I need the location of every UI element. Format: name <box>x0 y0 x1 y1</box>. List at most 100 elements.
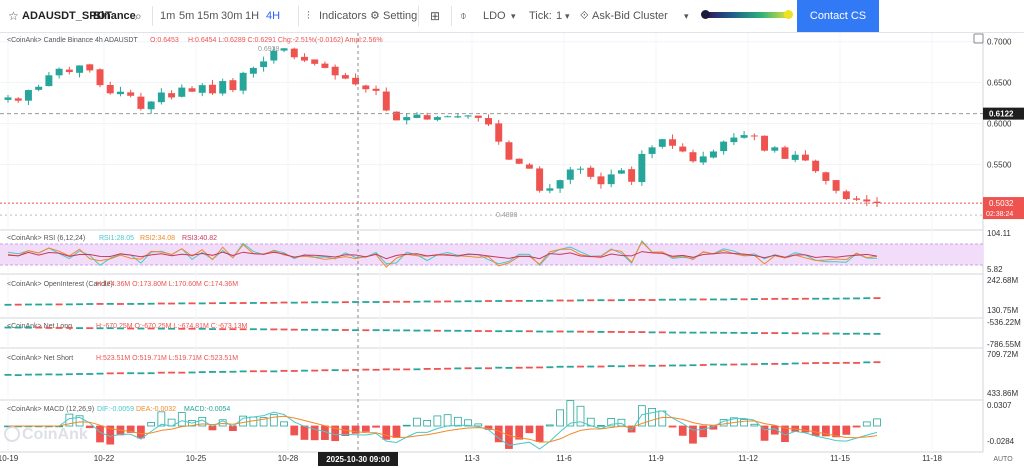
candle-body <box>709 151 717 158</box>
open-interest-bar <box>239 302 247 304</box>
net-short-bar <box>801 362 809 365</box>
net-short-bar <box>96 372 104 375</box>
interval-4h[interactable]: 4H <box>266 10 281 22</box>
macd-histogram-bar <box>556 409 564 427</box>
star-icon[interactable]: ☆ <box>8 9 19 23</box>
heatmap-gradient-slider[interactable] <box>701 10 793 19</box>
open-interest-bar <box>280 301 288 304</box>
rsi-series-line <box>7 251 878 260</box>
tick-value[interactable]: 1 <box>556 10 563 22</box>
open-interest-bar <box>260 302 268 304</box>
net-short-bar <box>853 361 861 364</box>
cluster-select[interactable]: Ask-Bid Cluster <box>592 10 668 22</box>
open-interest-bar <box>791 297 799 300</box>
candle-body <box>137 96 145 109</box>
macd-histogram-bar <box>147 422 156 427</box>
net-long-bar <box>96 327 104 330</box>
setting-button[interactable]: Setting <box>383 10 418 22</box>
interval-30m[interactable]: 30m <box>221 10 243 22</box>
net-short-bar <box>454 367 462 370</box>
rsi-tick-label: 104.11 <box>987 229 1011 238</box>
macd-histogram-bar <box>576 405 585 427</box>
candle-body <box>106 85 114 94</box>
net-short-bar <box>822 362 830 364</box>
candle-body <box>96 69 104 86</box>
net-short-bar <box>485 367 492 370</box>
macd-histogram-bar <box>535 425 544 443</box>
interval-15m[interactable]: 15m <box>197 10 219 22</box>
crosshair-time-box <box>318 452 398 466</box>
open-interest-bar <box>464 300 472 303</box>
candle-body <box>587 167 595 177</box>
net-long-bar <box>444 329 452 332</box>
net-short-bar <box>35 373 43 376</box>
candle-body <box>219 81 227 94</box>
macd-histogram-bar <box>515 425 524 440</box>
net-short-bar <box>689 364 697 367</box>
candle-body <box>638 153 646 183</box>
candle-body <box>577 168 584 170</box>
token-select[interactable]: LDO <box>483 10 506 22</box>
macd-histogram-bar <box>310 425 319 441</box>
macd-histogram-bar <box>770 425 779 435</box>
interval-1m[interactable]: 1m <box>160 10 176 22</box>
macd-histogram-bar <box>525 425 534 434</box>
net-short-bar <box>116 372 124 375</box>
candle-body <box>382 91 390 111</box>
net-short-bar <box>106 372 114 375</box>
net-long-bar <box>464 329 472 332</box>
macd-histogram-bar <box>852 425 861 428</box>
top-toolbar: ☆ ADAUSDT_SPOT Binance ⌕ 1m 5m 15m 30m 1… <box>0 0 1024 54</box>
exchange-label[interactable]: Binance <box>93 10 136 22</box>
open-interest-bar <box>689 298 697 301</box>
grid-layout-icon[interactable]: ⊞ <box>430 9 441 23</box>
net-short-bar <box>270 370 278 373</box>
net-short-bar <box>515 366 523 369</box>
candle-body <box>86 64 94 71</box>
net-short-bar <box>546 366 554 369</box>
net-long-bar <box>750 332 758 334</box>
chart-area[interactable]: 0.7000 0.6500 0.6000 0.5500 0.6122 0.5032 02:3… <box>0 33 1024 468</box>
macd-histogram-bar <box>689 425 697 444</box>
open-interest-bar <box>352 301 360 303</box>
divider <box>152 6 153 26</box>
candle-body <box>771 147 779 151</box>
net-short-bar <box>208 371 216 373</box>
interval-5m[interactable]: 5m <box>179 10 195 22</box>
candle-body <box>341 75 349 79</box>
candle-body <box>495 123 503 142</box>
net-long-bar <box>147 327 155 330</box>
net-long-bar <box>617 331 625 333</box>
open-interest-bar <box>873 297 881 300</box>
candle-body <box>607 174 615 185</box>
rsi1-value: RSI1:28.05 <box>99 235 134 242</box>
open-interest-bar <box>270 301 278 304</box>
interval-1h[interactable]: 1H <box>245 10 260 22</box>
indicators-button[interactable]: Indicators <box>319 10 367 22</box>
auto-scale-button[interactable]: AUTO <box>993 456 1013 463</box>
macd-histogram-bar <box>474 423 483 427</box>
open-interest-bar <box>658 298 666 301</box>
open-interest-bar <box>546 299 554 302</box>
candle-body <box>863 199 871 202</box>
price-marker-box <box>983 107 1024 120</box>
drop-icon[interactable]: ⌽ <box>460 10 467 22</box>
search-icon[interactable]: ⌕ <box>135 9 142 23</box>
macd-histogram-bar <box>607 418 616 427</box>
net-long-bar <box>699 331 707 334</box>
divider <box>418 6 419 26</box>
candle-body <box>76 65 84 73</box>
net-long-bar <box>679 331 687 334</box>
open-interest-bar <box>433 300 441 303</box>
open-interest-bar <box>679 298 687 301</box>
net-long-bar <box>709 331 717 334</box>
open-interest-bar <box>198 302 206 305</box>
open-interest-bar <box>423 300 431 303</box>
net-long-bar <box>669 331 677 334</box>
contact-cs-claim-button[interactable]: Contact CS Claim <box>797 0 879 54</box>
open-interest-bar <box>403 300 411 303</box>
net-long-bar <box>536 330 544 333</box>
macd-histogram-bar <box>505 425 513 449</box>
open-interest-bar <box>14 303 22 306</box>
symbol-label[interactable]: ADAUSDT_SPOT <box>22 10 112 22</box>
